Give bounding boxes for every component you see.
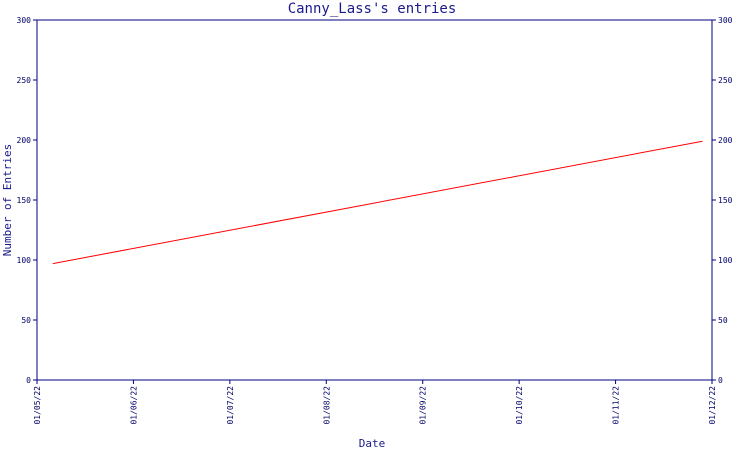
chart-title: Canny_Lass's entries — [288, 1, 457, 17]
x-tick-label: 01/12/22 — [708, 386, 717, 425]
left-y-tick-label: 150 — [17, 196, 32, 205]
x-tick-label: 01/11/22 — [612, 386, 621, 425]
right-y-tick-label: 100 — [718, 256, 733, 265]
right-y-tick-label: 50 — [718, 316, 728, 325]
x-tick-label: 01/05/22 — [33, 386, 42, 425]
right-y-tick-label: 200 — [718, 136, 733, 145]
right-y-tick-label: 0 — [718, 376, 723, 385]
right-y-tick-label: 250 — [718, 76, 733, 85]
left-y-tick-label: 0 — [26, 376, 31, 385]
x-axis: 01/05/22 01/06/22 01/07/22 01/08/22 01/09/22… — [33, 380, 717, 425]
left-y-tick-label: 250 — [17, 76, 32, 85]
right-y-tick-label: 300 — [718, 16, 733, 25]
x-tick-label: 01/07/22 — [226, 386, 235, 425]
left-y-tick-label: 300 — [17, 16, 32, 25]
x-tick-label: 01/09/22 — [419, 386, 428, 425]
left-y-tick-label: 50 — [21, 316, 31, 325]
y-axis-label: Number of Entries — [1, 144, 14, 257]
x-tick-label: 01/06/22 — [129, 386, 138, 425]
series-layer — [52, 140, 703, 265]
right-y-tick-label: 150 — [718, 196, 733, 205]
left-y-axis: 0 50 100 150 200 250 300 — [17, 16, 37, 385]
x-axis-label: Date — [359, 437, 386, 450]
x-tick-label: 01/10/22 — [515, 386, 524, 425]
left-y-tick-label: 200 — [17, 136, 32, 145]
x-tick-label: 01/08/22 — [322, 386, 331, 425]
series-line-0 — [52, 140, 703, 265]
plot-area — [36, 19, 713, 381]
left-y-tick-label: 100 — [17, 256, 32, 265]
right-y-axis: 0 50 100 150 200 250 300 — [712, 16, 733, 385]
